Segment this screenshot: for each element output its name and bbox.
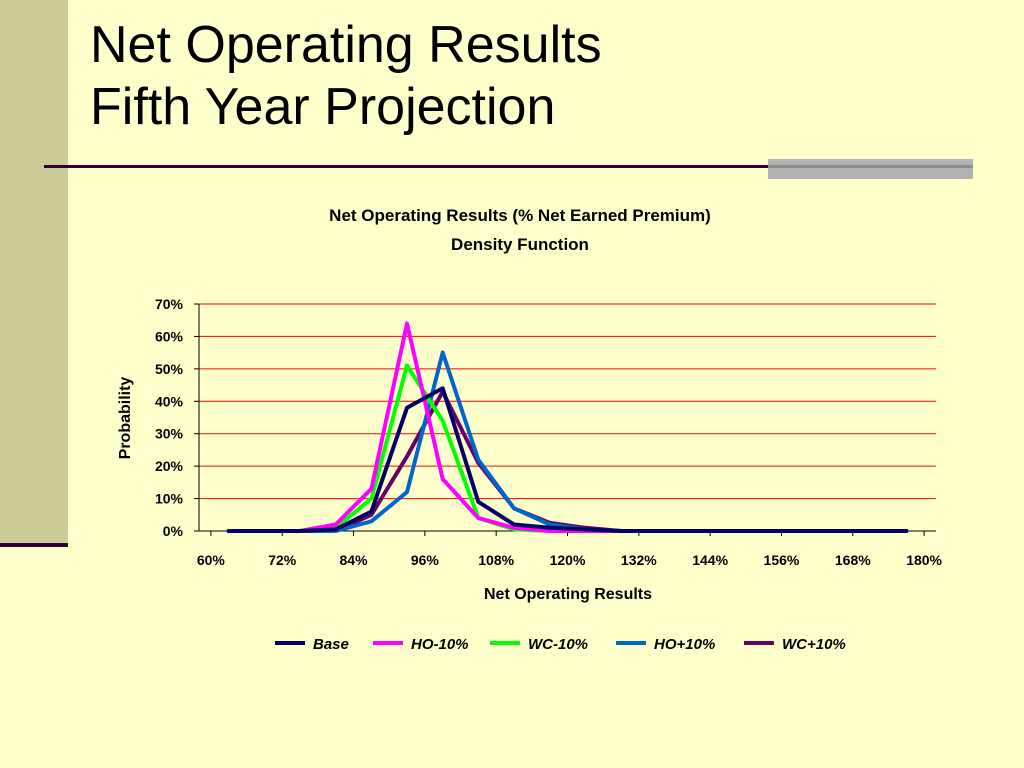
slide-title-line-2: Fifth Year Projection: [90, 78, 556, 136]
x-tick-label-8: 156%: [764, 552, 800, 568]
x-tick-label-0: 60%: [197, 552, 226, 568]
y-tick-label-0: 0%: [163, 523, 184, 539]
legend-label-ho-10: HO+10%: [654, 636, 715, 653]
x-tick-label-4: 108%: [478, 552, 514, 568]
title-divider-block-line: [768, 165, 973, 168]
series-line-wc-10: [226, 363, 909, 533]
y-tick-label-6: 60%: [155, 328, 184, 344]
series-line-wc-10: [226, 389, 909, 533]
x-tick-label-6: 132%: [621, 552, 657, 568]
series-line-ho-10: [226, 350, 909, 533]
y-tick-label-7: 70%: [155, 296, 184, 312]
legend-label-ho-10: HO-10%: [411, 636, 469, 653]
left-accent-bar: [0, 0, 68, 546]
plot-area: 0% 10% 20% 30% 40% 50% 60% 70% 60% 72% 84% 96% 108% 1…: [155, 296, 943, 568]
series-line-ho-10: [226, 321, 909, 533]
y-tick-label-5: 50%: [155, 361, 184, 377]
x-tick-label-9: 168%: [835, 552, 871, 568]
slide-title: Net Operating Results Fifth Year Project…: [90, 14, 602, 138]
series-line-base: [226, 386, 909, 533]
x-tick-label-3: 96%: [411, 552, 440, 568]
y-axis-label: Probability: [117, 377, 134, 460]
legend-label-wc-10: WC-10%: [528, 636, 588, 653]
chart-subtitle: Density Function: [451, 235, 589, 254]
chart-title: Net Operating Results (% Net Earned Prem…: [329, 206, 711, 225]
left-accent-underline: [0, 543, 68, 547]
x-axis-label: Net Operating Results: [484, 586, 652, 603]
slide-title-line-1: Net Operating Results: [90, 16, 602, 74]
x-tick-label-7: 144%: [692, 552, 728, 568]
y-tick-label-1: 10%: [155, 491, 184, 507]
x-tick-label-1: 72%: [268, 552, 297, 568]
title-divider-line: [44, 165, 770, 168]
y-tick-label-2: 20%: [155, 458, 184, 474]
x-tick-label-10: 180%: [906, 552, 942, 568]
title-divider-block: [768, 159, 973, 179]
y-tick-label-3: 30%: [155, 426, 184, 442]
x-tick-label-2: 84%: [340, 552, 369, 568]
legend: Base HO-10% WC-10% HO+10% WC+10%: [275, 636, 846, 653]
legend-label-wc-10: WC+10%: [782, 636, 846, 653]
legend-label-base: Base: [313, 636, 349, 653]
x-tick-label-5: 120%: [550, 552, 586, 568]
y-tick-label-4: 40%: [155, 393, 184, 409]
